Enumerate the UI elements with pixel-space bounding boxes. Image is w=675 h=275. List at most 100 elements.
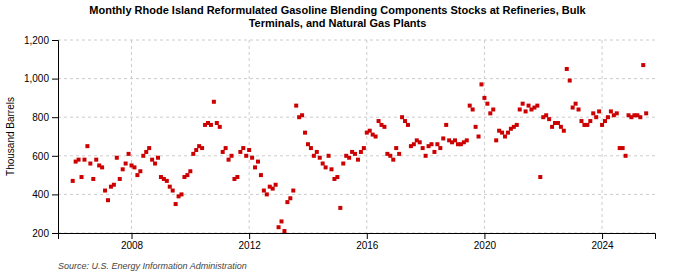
point xyxy=(156,156,160,160)
point xyxy=(391,158,395,162)
point xyxy=(324,165,328,169)
point xyxy=(100,165,104,169)
point xyxy=(165,179,169,183)
point xyxy=(547,117,551,121)
point xyxy=(362,146,366,150)
point xyxy=(577,107,581,111)
point xyxy=(153,162,157,166)
point xyxy=(503,135,507,139)
point xyxy=(400,115,404,119)
point xyxy=(609,109,613,113)
point xyxy=(106,198,110,202)
point xyxy=(132,165,136,169)
point xyxy=(335,175,339,179)
tick-label: 2024 xyxy=(591,240,614,251)
point xyxy=(244,154,248,158)
tick-mark xyxy=(52,233,58,234)
point xyxy=(544,113,548,117)
tick: 2008 xyxy=(121,233,144,251)
point xyxy=(579,119,583,123)
point xyxy=(353,152,357,156)
point xyxy=(82,158,86,162)
point xyxy=(224,146,228,150)
tick: 2012 xyxy=(239,233,262,251)
point xyxy=(171,189,175,193)
point xyxy=(124,162,128,166)
chart: 200820122016202020242004006008001,0001,2… xyxy=(0,0,675,275)
point xyxy=(291,189,295,193)
point xyxy=(388,154,392,158)
point xyxy=(103,189,107,193)
point xyxy=(180,192,184,196)
point xyxy=(318,156,322,160)
point xyxy=(359,150,363,154)
point xyxy=(188,169,192,173)
point xyxy=(485,102,489,106)
point xyxy=(274,183,278,187)
point xyxy=(241,146,245,150)
point xyxy=(150,158,154,162)
grid xyxy=(58,40,655,233)
point xyxy=(341,162,345,166)
point xyxy=(488,111,492,115)
point xyxy=(621,146,625,150)
tick-label: 600 xyxy=(32,151,49,162)
point xyxy=(453,138,457,142)
point xyxy=(191,152,195,156)
point xyxy=(127,152,131,156)
tick-mark xyxy=(52,156,58,157)
point xyxy=(500,131,504,135)
point xyxy=(465,138,469,142)
point xyxy=(91,177,95,181)
point xyxy=(282,229,286,233)
point xyxy=(259,173,263,177)
point xyxy=(438,146,442,150)
point xyxy=(85,144,89,148)
point xyxy=(121,167,125,171)
grid-line-x xyxy=(484,40,485,233)
point xyxy=(535,104,539,108)
axis-domain xyxy=(59,234,656,240)
point xyxy=(615,111,619,115)
tick-label: 400 xyxy=(32,189,49,200)
point xyxy=(253,165,257,169)
point xyxy=(212,100,216,104)
grid-line-y xyxy=(58,40,655,41)
tick: 800 xyxy=(32,112,58,123)
point xyxy=(556,121,560,125)
point xyxy=(444,123,448,127)
grid-line-x xyxy=(366,40,367,233)
x-axis: 20082012201620202024 xyxy=(59,233,656,251)
source: Source: U.S. Energy Information Administ… xyxy=(58,261,247,271)
point xyxy=(194,148,198,152)
point xyxy=(227,158,231,162)
tick: 200 xyxy=(32,228,58,239)
point xyxy=(77,158,81,162)
point xyxy=(209,123,213,127)
tick: 2016 xyxy=(356,233,379,251)
point xyxy=(591,111,595,115)
grid-line-y xyxy=(58,78,655,79)
point xyxy=(80,175,84,179)
point xyxy=(185,173,189,177)
point xyxy=(429,142,433,146)
point xyxy=(394,146,398,150)
point xyxy=(112,183,116,187)
point xyxy=(574,102,578,106)
point xyxy=(585,123,589,127)
grid-line-x xyxy=(602,40,603,233)
point xyxy=(218,125,222,129)
plot: 200820122016202020242004006008001,0001,2… xyxy=(24,35,656,251)
point xyxy=(294,104,298,108)
point xyxy=(256,160,260,164)
point xyxy=(71,179,75,183)
tick: 2024 xyxy=(591,233,614,251)
point xyxy=(474,125,478,129)
point xyxy=(115,156,119,160)
point xyxy=(300,113,304,117)
point xyxy=(235,175,239,179)
point xyxy=(603,119,607,123)
grid-line-x xyxy=(249,40,250,233)
point xyxy=(641,63,645,67)
point xyxy=(521,102,525,106)
